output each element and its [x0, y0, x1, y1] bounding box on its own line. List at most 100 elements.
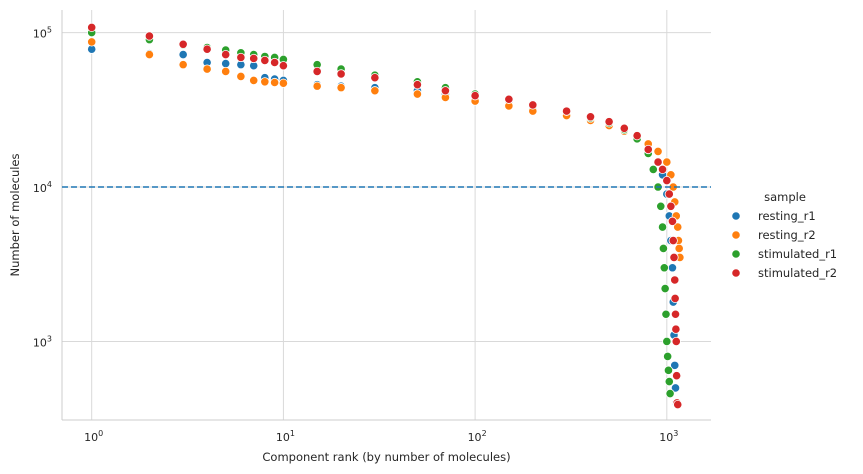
legend-marker — [731, 230, 741, 240]
data-point — [656, 201, 666, 211]
data-point — [670, 293, 680, 303]
grid-lines — [62, 10, 711, 420]
data-point — [144, 31, 155, 41]
data-point — [657, 164, 668, 175]
tick-exponent: 3 — [673, 429, 678, 438]
data-point — [665, 388, 675, 399]
legend-marker — [731, 211, 741, 221]
data-point — [370, 86, 380, 96]
data-point — [87, 37, 97, 47]
data-point — [662, 336, 672, 347]
tick-label: 105 — [33, 26, 52, 41]
data-point — [664, 189, 674, 199]
data-point — [643, 144, 653, 155]
tick-label: 104 — [33, 180, 52, 195]
tick-base: 10 — [33, 28, 47, 41]
tick-base: 10 — [276, 431, 290, 444]
data-point — [670, 360, 680, 370]
data-point — [660, 283, 670, 294]
tick-label: 101 — [276, 429, 295, 444]
tick-label: 103 — [659, 429, 678, 444]
data-point — [659, 263, 669, 273]
data-point — [178, 39, 188, 49]
data-point — [667, 216, 678, 226]
tick-base: 10 — [659, 431, 673, 444]
data-point — [663, 365, 674, 375]
tick-exponent: 1 — [290, 429, 295, 438]
data-point — [412, 89, 422, 99]
data-point — [336, 83, 346, 93]
data-point — [670, 309, 681, 319]
data-point — [370, 73, 380, 83]
tick-base: 10 — [33, 336, 47, 349]
y-axis-label: Number of molecules — [8, 154, 22, 277]
tick-exponent: 3 — [47, 334, 52, 343]
tick-label: 100 — [84, 429, 103, 444]
tick-label: 103 — [33, 334, 52, 349]
data-point — [178, 60, 188, 70]
data-point — [312, 66, 322, 77]
data-point — [674, 243, 684, 254]
tick-base: 10 — [84, 431, 98, 444]
tick-base: 10 — [33, 182, 47, 195]
data-point — [504, 94, 514, 104]
data-point — [669, 252, 679, 263]
data-point — [668, 235, 678, 246]
data-point — [661, 309, 671, 319]
data-point — [673, 222, 683, 232]
data-point — [670, 275, 680, 285]
data-point — [664, 376, 674, 387]
tick-label: 102 — [468, 429, 487, 444]
data-point — [663, 351, 673, 362]
data-point — [470, 91, 480, 101]
data-point — [236, 52, 246, 63]
data-points — [87, 22, 685, 410]
legend-marker — [731, 268, 741, 278]
data-point — [671, 324, 681, 334]
data-point — [260, 55, 270, 66]
data-point — [619, 123, 629, 133]
data-point — [667, 263, 678, 273]
data-point — [585, 112, 596, 122]
legend-title: sample — [764, 190, 806, 204]
tick-base: 10 — [468, 431, 482, 444]
data-point — [221, 58, 231, 69]
data-point — [561, 106, 572, 116]
data-point — [653, 146, 663, 157]
data-point — [648, 164, 658, 175]
legend-label: stimulated_r2 — [758, 266, 837, 280]
data-point — [670, 383, 681, 393]
data-point — [278, 61, 288, 71]
x-tick-labels: 100 101 102 103 — [84, 429, 678, 444]
data-point — [662, 176, 672, 186]
data-point — [221, 49, 231, 60]
tick-exponent: 2 — [482, 429, 487, 438]
data-point — [249, 53, 259, 64]
legend: sample resting_r1 resting_r2 stimulated_r1… — [731, 190, 837, 280]
data-point — [270, 57, 280, 68]
tick-exponent: 0 — [98, 429, 103, 438]
data-point — [202, 44, 212, 54]
data-point — [270, 77, 280, 88]
data-point — [202, 64, 212, 74]
data-point — [144, 49, 155, 60]
legend-label: resting_r2 — [758, 228, 816, 242]
legend-marker — [731, 249, 741, 259]
data-point — [336, 69, 346, 79]
data-point — [528, 100, 538, 110]
data-point — [632, 131, 642, 141]
data-point — [666, 201, 676, 211]
data-point — [672, 371, 682, 381]
x-axis-label: Component rank (by number of molecules) — [262, 450, 510, 464]
data-point — [604, 117, 614, 127]
legend-label: resting_r1 — [758, 209, 816, 223]
data-point — [440, 86, 451, 96]
data-point — [657, 222, 668, 232]
data-point — [178, 49, 188, 60]
legend-label: stimulated_r1 — [758, 247, 837, 261]
data-point — [221, 66, 231, 77]
data-point — [671, 336, 681, 347]
data-point — [236, 71, 246, 82]
tick-exponent: 4 — [47, 180, 52, 189]
